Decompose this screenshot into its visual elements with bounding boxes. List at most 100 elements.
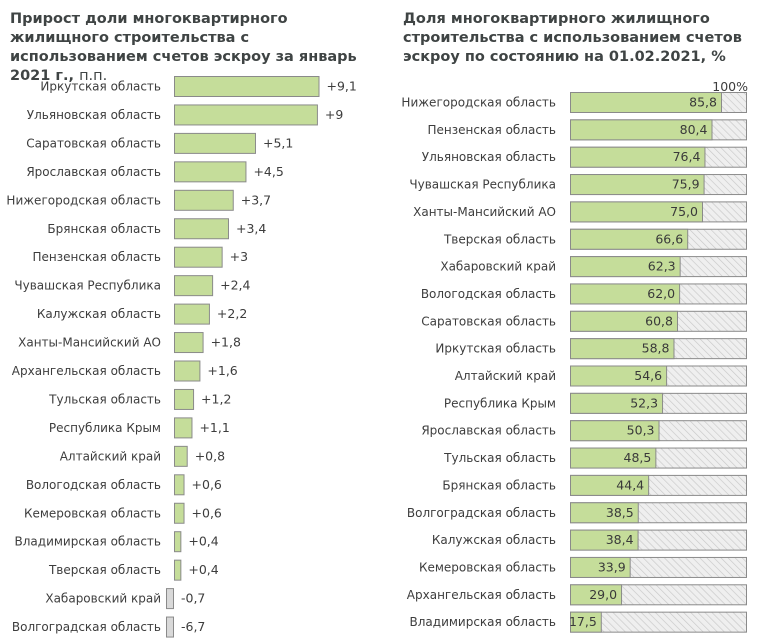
right-category-label: Вологодская область: [421, 287, 556, 301]
left-bar: [174, 388, 195, 410]
left-value-label: +1,6: [207, 363, 237, 378]
left-value-label: +3: [230, 249, 248, 264]
left-value-label: +0,6: [192, 505, 222, 520]
left-bar: [174, 161, 247, 183]
left-value-label: +1,1: [199, 420, 229, 435]
left-value-label: +4,5: [253, 164, 283, 179]
right-value-label: 80,4: [680, 122, 708, 137]
left-bar: [174, 474, 185, 496]
left-category-label: Владимирская область: [15, 535, 161, 549]
right-bar-fill: [570, 529, 639, 551]
left-category-label: Брянская область: [47, 222, 161, 236]
left-category-label: Архангельская область: [12, 364, 161, 378]
right-value-label: 66,6: [655, 231, 683, 246]
right-category-label: Ярославская область: [421, 424, 556, 438]
left-bar: [166, 616, 174, 638]
left-bar: [174, 76, 320, 97]
left-category-label: Ульяновская область: [27, 108, 161, 122]
left-bar: [174, 218, 229, 240]
right-value-label: 76,4: [673, 149, 701, 164]
left-bar: [174, 445, 188, 467]
right-category-label: Волгоградская область: [407, 506, 556, 520]
right-category-label: Нижегородская область: [401, 96, 556, 110]
left-bar: [174, 502, 185, 524]
left-category-label: Алтайский край: [60, 449, 161, 463]
left-value-label: +9: [325, 107, 343, 122]
left-bar: [166, 588, 174, 610]
right-category-label: Ханты-Мансийский АО: [413, 205, 556, 219]
left-bar: [174, 104, 318, 126]
left-value-label: +1,8: [211, 335, 241, 350]
right-category-label: Тверская область: [443, 232, 556, 246]
right-category-label: Тульская область: [443, 451, 556, 465]
left-value-label: +0,4: [188, 562, 218, 577]
right-bar-fill: [570, 392, 664, 414]
right-bar-chart: 100% Нижегородская область 85,8 Пензенская…: [401, 79, 748, 633]
right-value-label: 75,0: [670, 204, 698, 219]
right-category-label: Архангельская область: [407, 588, 556, 602]
left-value-label: -0,7: [181, 591, 205, 606]
right-bar-fill: [570, 228, 689, 250]
left-category-label: Волгоградская область: [12, 620, 161, 634]
right-value-label: 44,4: [616, 477, 644, 492]
left-value-label: +9,1: [327, 79, 357, 94]
right-bar-fill: [570, 584, 623, 606]
left-value-label: +5,1: [263, 135, 293, 150]
left-bar: [174, 417, 193, 439]
left-chart-title-text: Прирост доли многоквартирного жилищного …: [10, 11, 357, 84]
right-category-label: Алтайский край: [455, 369, 556, 383]
right-category-label: Владимирская область: [410, 615, 556, 629]
left-bar: [174, 246, 223, 268]
right-bar-fill: [570, 502, 639, 524]
left-category-label: Иркутская область: [40, 80, 161, 94]
right-value-label: 54,6: [634, 368, 662, 383]
max-percent-label: 100%: [712, 79, 748, 94]
left-bar: [174, 189, 234, 211]
right-value-label: 17,5: [569, 614, 597, 629]
left-category-label: Тверская область: [48, 563, 161, 577]
left-value-label: +3,7: [241, 192, 271, 207]
right-category-label: Брянская область: [442, 478, 556, 492]
left-category-label: Саратовская область: [26, 136, 161, 150]
left-value-label: +0,4: [188, 534, 218, 549]
left-category-label: Ярославская область: [26, 165, 161, 179]
left-value-label: +0,6: [192, 477, 222, 492]
right-category-label: Калужская область: [432, 533, 556, 547]
left-category-label: Нижегородская область: [6, 193, 161, 207]
right-value-label: 50,3: [627, 423, 655, 438]
left-bar: [174, 531, 182, 553]
right-bar-fill: [570, 201, 703, 223]
left-category-label: Республика Крым: [49, 421, 161, 435]
right-bar-fill: [570, 146, 706, 168]
right-value-label: 75,9: [672, 177, 700, 192]
right-chart-title: Доля многоквартирного жилищного строител…: [403, 11, 742, 65]
right-category-label: Хабаровский край: [440, 260, 556, 274]
left-bar: [174, 360, 201, 382]
right-value-label: 29,0: [589, 587, 617, 602]
left-category-label: Калужская область: [37, 307, 161, 321]
left-category-label: Пензенская область: [32, 250, 161, 264]
left-value-label: -6,7: [181, 619, 205, 634]
left-bar: [174, 132, 256, 154]
right-category-label: Саратовская область: [421, 314, 556, 328]
right-value-label: 62,3: [648, 259, 676, 274]
right-bar-fill: [570, 420, 660, 442]
right-value-label: 33,9: [598, 559, 626, 574]
left-value-label: +3,4: [236, 221, 266, 236]
left-bar: [174, 275, 214, 297]
left-category-label: Кемеровская область: [24, 506, 161, 520]
right-category-label: Кемеровская область: [419, 560, 556, 574]
right-category-label: Ульяновская область: [422, 150, 556, 164]
left-bar-chart: Иркутская область +9,1 Ульяновская область…: [6, 76, 357, 638]
left-bar: [174, 303, 210, 325]
left-bar: [174, 559, 182, 581]
left-chart-title: Прирост доли многоквартирного жилищного …: [10, 10, 380, 86]
right-bar-fill: [570, 283, 681, 305]
right-value-label: 38,4: [606, 532, 634, 547]
left-category-label: Ханты-Мансийский АО: [18, 336, 161, 350]
right-bar-fill: [570, 447, 657, 469]
right-value-label: 48,5: [624, 450, 652, 465]
left-chart-unit: п.п.: [79, 68, 108, 84]
right-bar-fill: [570, 338, 675, 360]
right-category-label: Республика Крым: [444, 396, 556, 410]
